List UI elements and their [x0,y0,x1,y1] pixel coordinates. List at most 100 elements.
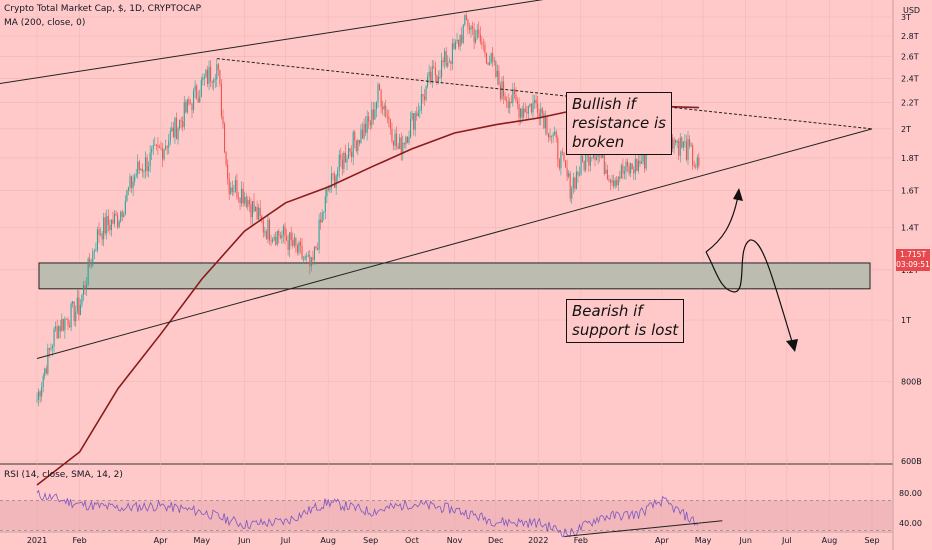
candle-body [487,63,489,65]
candle-body [642,150,644,162]
candle-body [279,235,281,238]
candle-body [406,136,408,143]
rsi-legend[interactable]: RSI (14, close, SMA, 14, 2) [4,470,123,480]
candle-body [368,116,370,122]
candle-body [326,188,328,197]
price-tick-label: 1.8T [901,154,919,163]
candle-body [344,152,346,163]
candle-body [304,256,306,260]
price-tick-label: 3T [901,13,911,22]
candle-body [299,242,302,246]
ma-legend[interactable]: MA (200, close, 0) [4,18,86,28]
candle-body [194,85,196,91]
candles-layer [36,12,700,407]
candle-body [402,142,404,154]
candle-body [591,157,593,158]
candle-body [312,257,314,260]
candle-body [436,75,438,83]
candle-body [185,102,187,113]
candle-body [321,212,323,223]
time-tick-label: Feb [574,536,588,545]
candle-body [251,201,253,218]
time-tick-label: Aug [822,536,838,545]
candle-body [444,51,446,63]
bullish-arrowhead [733,188,743,201]
candle-body [224,123,226,153]
candle-body [323,212,325,213]
candle-body [507,101,509,108]
candle-body [179,120,181,129]
candle-body [543,112,545,129]
candle-body [588,150,590,166]
candle-body [385,105,387,117]
time-tick-label: Jun [738,536,752,545]
candle-body [349,148,351,152]
candle-body [225,152,227,165]
candle-body [493,61,495,63]
candle-body [512,89,514,104]
candle-body [265,231,267,240]
candle-body [489,62,491,65]
candle-body [608,179,610,181]
candle-body [389,119,391,129]
candle-body [360,129,362,144]
time-tick-label: May [194,536,211,545]
candle-body [470,26,472,30]
candle-body [411,113,413,120]
candle-body [244,196,246,204]
candle-body [399,137,401,149]
candle-body [121,211,123,217]
candle-body [609,180,612,183]
candle-body [681,137,683,148]
price-tick-label: 1.4T [901,223,919,232]
candle-body [182,121,184,128]
candle-body [75,311,77,322]
bullish-projection-path [705,195,739,253]
candle-body [165,146,167,150]
candle-body [516,100,519,104]
time-tick-label: Jul [280,536,291,545]
candle-body [168,140,170,148]
candle-body [151,149,153,153]
candle-body [363,123,365,139]
candle-body [255,206,257,212]
candle-body [310,257,312,267]
candle-body [270,240,272,242]
candle-body [219,69,221,84]
candle-body [639,160,641,164]
candle-body [575,171,577,189]
candle-body [547,133,550,138]
candle-body [275,236,277,245]
candle-body [166,146,168,148]
candle-body [262,220,264,233]
chart-title[interactable]: Crypto Total Market Cap, $, 1D, CRYPTOCA… [4,4,201,14]
candle-body [541,108,543,113]
candle-body [93,251,95,252]
candle-body [526,112,528,114]
candle-body [645,154,647,169]
price-tick-label: 2.4T [901,75,919,84]
candle-body [335,176,337,188]
candle-body [530,104,532,113]
candle-body [220,83,222,117]
candle-body [36,399,38,401]
candle-body [248,200,250,205]
candle-body [230,187,232,194]
candle-body [546,116,548,134]
candle-body [214,79,216,81]
candle-body [341,159,343,170]
candle-body [65,318,67,320]
candle-body [433,66,435,68]
candle-body [56,326,58,339]
candle-body [693,165,695,167]
candle-body [565,160,567,168]
candle-body [498,70,500,86]
time-axis[interactable]: 2021 Feb Apr May Jun Jul Aug Sep Oct Nov Dec 2022 Fe… [27,536,880,545]
candle-body [352,131,354,158]
candle-body [513,89,515,95]
candle-body [462,24,464,43]
upper-channel-trendline [0,0,544,85]
candle-body [410,119,412,138]
candle-body [631,163,633,170]
candle-body [337,170,339,177]
